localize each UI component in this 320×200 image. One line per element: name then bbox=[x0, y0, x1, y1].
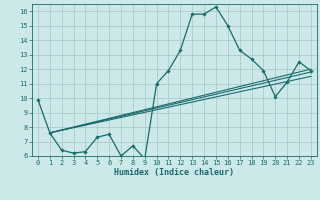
X-axis label: Humidex (Indice chaleur): Humidex (Indice chaleur) bbox=[115, 168, 234, 177]
